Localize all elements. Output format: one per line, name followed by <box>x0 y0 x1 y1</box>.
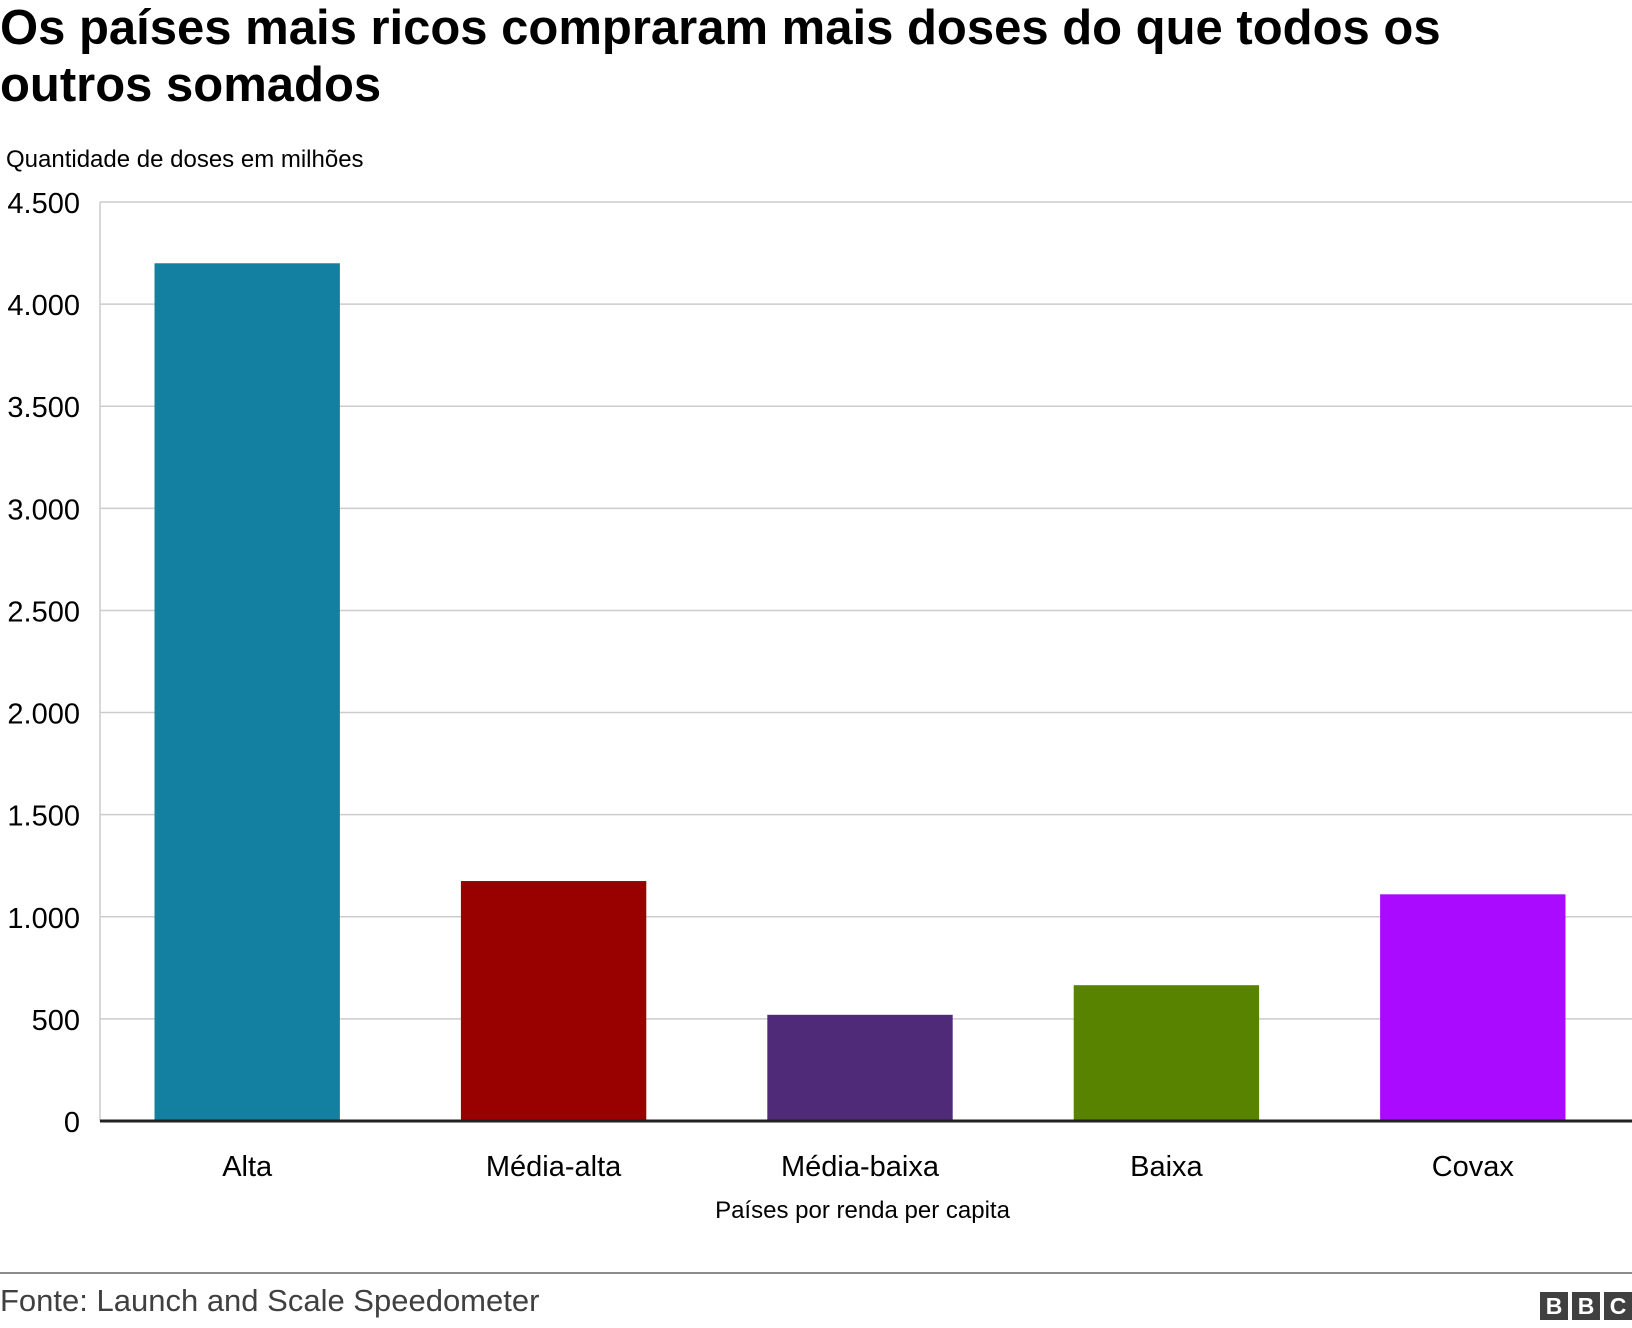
source-note: Fonte: Launch and Scale Speedometer <box>0 1283 540 1318</box>
footer-divider <box>0 1272 1632 1274</box>
bar-covax <box>1380 894 1566 1121</box>
gridlines <box>99 201 1632 1121</box>
y-axis-label: Quantidade de doses em milhões <box>6 146 364 173</box>
logo-letter: B <box>1572 1292 1600 1320</box>
bar-média-baixa <box>767 1014 953 1121</box>
x-axis-label: Países por renda per capita <box>715 1197 1010 1224</box>
y-tick-label: 1.500 <box>7 801 80 833</box>
y-axis-ticks: 0 500 1.000 1.500 2.000 2.500 3.000 3.500 4.000 4… <box>7 188 80 1139</box>
x-tick-label: Covax <box>1432 1151 1515 1183</box>
x-tick-label: Alta <box>222 1151 273 1183</box>
x-axis-ticks: Alta Média-alta Média-baixa Baixa Covax <box>222 1151 1514 1183</box>
chart-title: Os países mais ricos compraram mais dose… <box>0 1 1441 112</box>
bar-alta <box>154 263 340 1121</box>
bars <box>154 263 1566 1121</box>
x-tick-label: Média-alta <box>486 1151 622 1183</box>
y-tick-label: 2.000 <box>7 699 80 731</box>
y-tick-label: 4.500 <box>7 188 80 220</box>
bar-chart: 0 500 1.000 1.500 2.000 2.500 3.000 3.500 4.000 4… <box>7 188 1632 1183</box>
x-tick-label: Baixa <box>1130 1151 1203 1183</box>
y-tick-label: 4.000 <box>7 290 80 322</box>
logo-letter: B <box>1540 1292 1568 1320</box>
y-tick-label: 3.500 <box>7 392 80 424</box>
y-tick-label: 0 <box>64 1107 80 1139</box>
y-tick-label: 1.000 <box>7 903 80 935</box>
x-tick-label: Média-baixa <box>781 1151 940 1183</box>
y-tick-label: 2.500 <box>7 596 80 628</box>
y-tick-label: 3.000 <box>7 494 80 526</box>
bar-baixa <box>1073 985 1260 1121</box>
bbc-logo: B B C <box>1540 1292 1632 1320</box>
logo-letter: C <box>1604 1292 1632 1320</box>
y-tick-label: 500 <box>32 1005 80 1037</box>
bar-média-alta <box>460 881 647 1121</box>
